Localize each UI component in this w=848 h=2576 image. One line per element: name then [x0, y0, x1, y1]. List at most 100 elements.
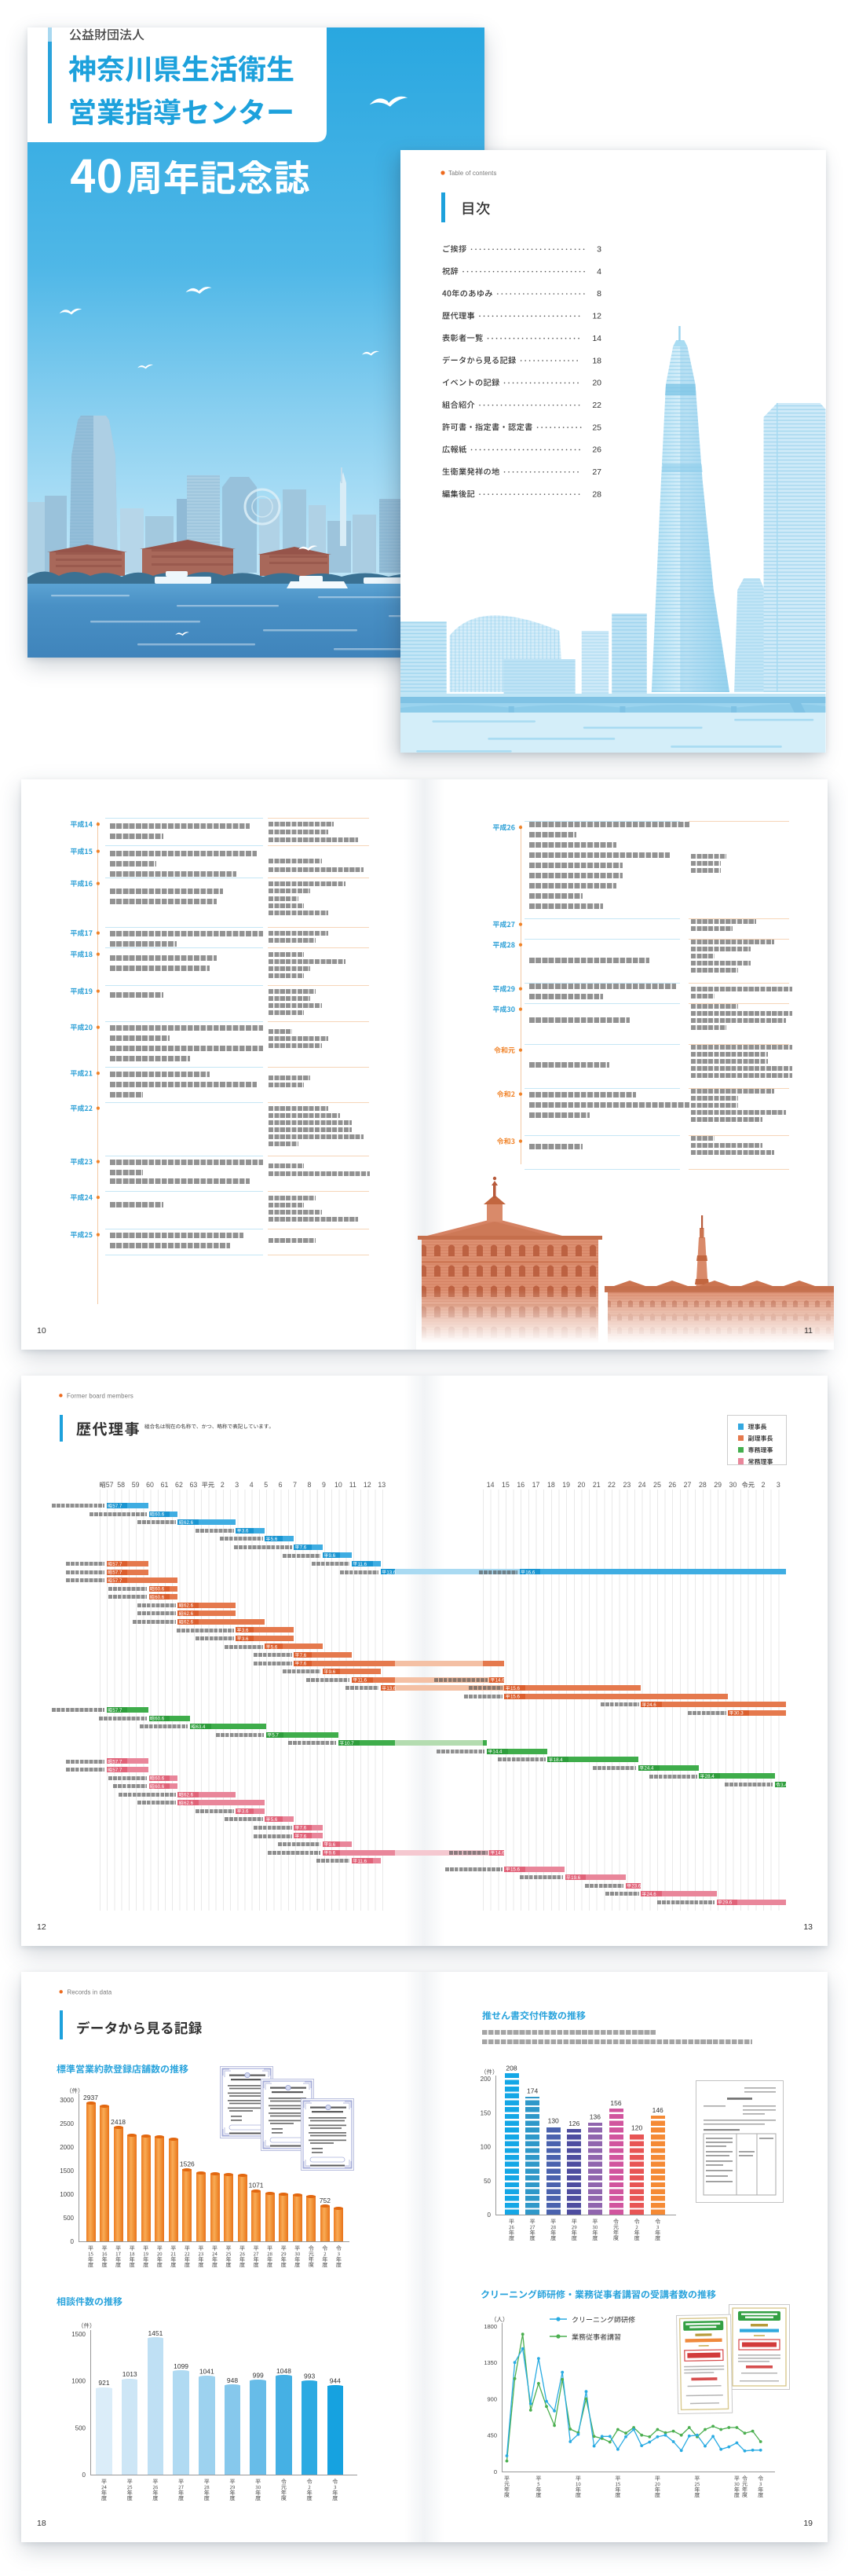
svg-text:2500: 2500 [60, 2120, 74, 2127]
svg-text:1000: 1000 [71, 2378, 86, 2385]
svg-text:208: 208 [506, 2064, 517, 2072]
svg-text:1000: 1000 [60, 2191, 74, 2198]
svg-text:150: 150 [481, 2109, 492, 2116]
svg-text:3: 3 [777, 1481, 780, 1489]
svg-text:11.6: 11.6 [357, 1859, 367, 1864]
svg-text:7: 7 [293, 1481, 297, 1489]
svg-text:16.6: 16.6 [525, 1570, 535, 1575]
svg-text:11: 11 [349, 1481, 356, 1489]
svg-text:63.4: 63.4 [196, 1724, 206, 1730]
svg-text:0: 0 [82, 2472, 86, 2479]
svg-text:3: 3 [235, 1481, 239, 1489]
svg-text:57.7: 57.7 [112, 1708, 122, 1713]
svg-text:1013: 1013 [122, 2370, 137, 2378]
svg-text:944: 944 [330, 2376, 341, 2384]
svg-text:57.7: 57.7 [112, 1578, 122, 1584]
svg-text:1500: 1500 [71, 2331, 86, 2338]
svg-text:6: 6 [279, 1481, 283, 1489]
svg-text:12: 12 [37, 1922, 46, 1932]
svg-text:60.6: 60.6 [155, 1775, 165, 1781]
svg-text:5.6: 5.6 [271, 1817, 278, 1823]
svg-text:27: 27 [592, 467, 601, 477]
svg-text:57: 57 [106, 1481, 114, 1489]
svg-text:3000: 3000 [60, 2097, 74, 2104]
svg-text:62: 62 [175, 1481, 183, 1489]
svg-text:1451: 1451 [148, 2329, 163, 2337]
svg-text:30: 30 [729, 1481, 737, 1489]
svg-text:24.6: 24.6 [647, 1702, 657, 1708]
svg-text:500: 500 [75, 2424, 86, 2431]
svg-text:60: 60 [146, 1481, 154, 1489]
svg-text:20: 20 [578, 1481, 586, 1489]
svg-text:1500: 1500 [60, 2167, 74, 2175]
svg-text:60.6: 60.6 [155, 1784, 165, 1790]
svg-text:57.7: 57.7 [112, 1759, 122, 1764]
svg-text:921: 921 [98, 2379, 109, 2387]
svg-text:15.6: 15.6 [510, 1867, 521, 1872]
svg-text:1048: 1048 [276, 2367, 291, 2375]
svg-text:16: 16 [517, 1481, 525, 1489]
svg-text:60.6: 60.6 [155, 1595, 165, 1600]
svg-text:24.6: 24.6 [647, 1892, 657, 1897]
svg-text:0: 0 [71, 2238, 75, 2245]
svg-text:993: 993 [304, 2372, 315, 2380]
svg-text:999: 999 [253, 2372, 264, 2380]
svg-text:14: 14 [592, 334, 601, 343]
svg-text:3.6: 3.6 [242, 1529, 249, 1534]
svg-text:5.6: 5.6 [271, 1537, 278, 1542]
svg-text:1800: 1800 [484, 2323, 497, 2330]
svg-text:1099: 1099 [174, 2362, 188, 2370]
svg-text:12: 12 [592, 312, 601, 321]
svg-text:14.6: 14.6 [495, 1850, 506, 1856]
svg-text:19: 19 [803, 2519, 813, 2528]
svg-text:26: 26 [592, 445, 601, 455]
svg-text:136: 136 [590, 2112, 601, 2120]
svg-text:60.6: 60.6 [155, 1586, 165, 1592]
svg-text:Records in data: Records in data [68, 1989, 112, 1996]
svg-text:4: 4 [250, 1481, 254, 1489]
svg-text:18: 18 [37, 2519, 46, 2528]
svg-text:14: 14 [487, 1481, 495, 1489]
svg-text:10: 10 [334, 1481, 342, 1489]
svg-text:22: 22 [608, 1481, 616, 1489]
svg-text:24: 24 [638, 1481, 646, 1489]
svg-text:50: 50 [484, 2178, 491, 2185]
svg-text:146: 146 [652, 2106, 663, 2114]
svg-text:0: 0 [488, 2211, 492, 2219]
svg-text:62.6: 62.6 [184, 1620, 194, 1625]
svg-text:14.4: 14.4 [492, 1750, 503, 1755]
svg-text:58: 58 [117, 1481, 125, 1489]
svg-text:9.6: 9.6 [329, 1850, 336, 1856]
svg-text:3.6: 3.6 [242, 1636, 249, 1642]
svg-text:21: 21 [593, 1481, 601, 1489]
svg-text:10: 10 [37, 1326, 46, 1336]
svg-text:11.6: 11.6 [357, 1678, 367, 1684]
svg-text:26: 26 [668, 1481, 676, 1489]
svg-text:7.6: 7.6 [300, 1653, 307, 1658]
svg-text:57.7: 57.7 [112, 1504, 122, 1509]
svg-text:2937: 2937 [83, 2094, 98, 2101]
svg-text:23.6: 23.6 [631, 1884, 641, 1889]
svg-text:13: 13 [803, 1922, 813, 1932]
svg-text:13.6: 13.6 [386, 1570, 397, 1575]
svg-text:60.6: 60.6 [155, 1512, 165, 1517]
svg-text:19.6: 19.6 [571, 1875, 581, 1881]
svg-text:14.6: 14.6 [495, 1678, 506, 1684]
svg-text:28: 28 [699, 1481, 707, 1489]
svg-text:24.4: 24.4 [644, 1766, 654, 1772]
svg-text:28.4: 28.4 [705, 1774, 715, 1779]
svg-text:752: 752 [320, 2197, 331, 2204]
svg-text:23: 23 [623, 1481, 631, 1489]
svg-text:9.6: 9.6 [329, 1842, 336, 1848]
svg-text:18: 18 [592, 356, 601, 365]
svg-text:3: 3 [597, 245, 601, 255]
svg-text:0: 0 [494, 2468, 497, 2475]
svg-text:9.6: 9.6 [329, 1553, 336, 1559]
svg-text:5: 5 [264, 1481, 268, 1489]
svg-text:11: 11 [804, 1326, 813, 1336]
svg-text:8: 8 [308, 1481, 312, 1489]
svg-text:450: 450 [487, 2432, 497, 2439]
svg-text:57.7: 57.7 [112, 1570, 122, 1575]
svg-text:18.4: 18.4 [554, 1757, 564, 1763]
svg-text:12: 12 [364, 1481, 371, 1489]
